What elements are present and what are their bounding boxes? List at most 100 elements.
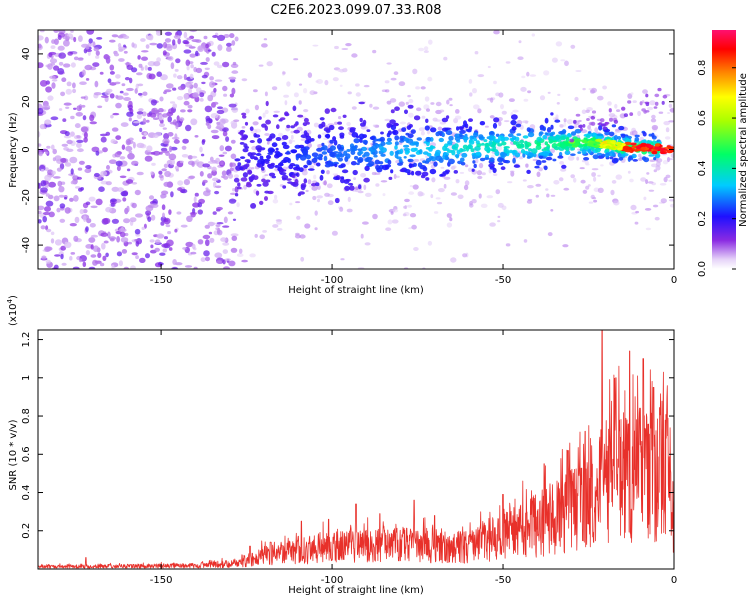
spectrogram-cell (168, 145, 173, 153)
spectrogram-cell (85, 78, 90, 81)
spectrogram-cell (309, 90, 316, 96)
spectrogram-cell (624, 141, 632, 145)
spectrogram-cell (146, 119, 150, 123)
spectrogram-cell (318, 157, 323, 161)
spectrogram-cell (535, 194, 539, 198)
spectrogram-cell (527, 90, 532, 94)
spectrogram-cell (90, 205, 98, 209)
spectrogram-cell (462, 253, 468, 258)
spectrogram-cell (416, 137, 422, 141)
spectrogram-cell (410, 147, 417, 152)
spectrogram-cell (202, 179, 208, 184)
spectrogram-cell (354, 187, 359, 190)
spectrogram-cell (282, 185, 287, 189)
spectrogram-cell (500, 104, 504, 110)
spectrogram-cell (144, 155, 153, 162)
spectrogram-cell (209, 237, 215, 243)
spectrogram-y-tick-label: 20 (21, 95, 32, 108)
spectrogram-cell (398, 81, 406, 87)
spectrogram-cell (263, 38, 268, 41)
spectrogram-cell (526, 169, 531, 174)
spectrogram-cell (441, 132, 445, 138)
spectrogram-cell (564, 150, 571, 155)
spectrogram-cell (575, 113, 581, 117)
spectrogram-cell (314, 227, 318, 231)
spectrogram-cell (305, 154, 312, 160)
spectrogram-cell (585, 163, 590, 166)
spectrogram-cell (497, 202, 504, 208)
spectrogram-cell (278, 132, 283, 137)
spectrogram-cell (360, 233, 364, 239)
spectrogram-cell (560, 168, 567, 172)
spectrogram-cell (659, 183, 667, 186)
spectrogram-cell (454, 136, 461, 142)
spectrogram-cell (560, 59, 566, 62)
spectrogram-cell (221, 170, 227, 176)
spectrogram-cell (122, 197, 127, 202)
spectrogram-cell (72, 82, 76, 89)
spectrogram-cell (601, 123, 606, 127)
spectrogram-cell (567, 155, 575, 161)
spectrogram-cell (136, 113, 142, 120)
spectrogram-cell (459, 148, 464, 153)
spectrogram-cell (204, 105, 213, 113)
spectrogram-cell (50, 238, 55, 244)
spectrogram-cell (267, 163, 272, 168)
spectrogram-cell (222, 61, 230, 68)
spectrogram-cell (79, 258, 83, 263)
spectrogram-cell (95, 50, 100, 56)
spectrogram-cell (154, 110, 160, 115)
spectrogram-cell (558, 177, 564, 182)
spectrogram-cell (160, 74, 168, 81)
spectrogram-cell (336, 144, 342, 150)
spectrogram-cell (187, 109, 193, 113)
spectrogram-cell (150, 99, 157, 106)
spectrogram-cell (58, 52, 66, 59)
spectrogram-cell (473, 104, 480, 110)
spectrogram-cell (312, 195, 317, 201)
spectrogram-cell (372, 124, 377, 127)
spectrogram-cell (362, 221, 369, 225)
spectrogram-cell (85, 49, 93, 52)
spectrogram-cell (422, 166, 428, 172)
spectrogram-cell (145, 205, 154, 212)
spectrogram-cell (75, 112, 84, 117)
spectrogram-cell (654, 101, 659, 106)
spectrogram-cell (185, 59, 191, 67)
spectrogram-cell (134, 239, 138, 242)
spectrogram-cell (222, 225, 230, 228)
spectrogram-cell (111, 218, 119, 224)
snr-series-line (38, 330, 674, 569)
spectrogram-cell (473, 138, 478, 142)
snr-y-tick-label: 0.8 (21, 408, 32, 424)
spectrogram-cell (641, 108, 646, 112)
spectrogram-cell (274, 165, 280, 168)
spectrogram-cell (364, 242, 371, 246)
spectrogram-cell (455, 155, 459, 159)
spectrogram-cell (456, 126, 460, 131)
spectrogram-cell (324, 192, 330, 197)
spectrogram-cell (160, 195, 165, 199)
spectrogram-cell (188, 87, 192, 94)
spectrogram-cell (271, 142, 278, 148)
spectrogram-cell (578, 124, 583, 128)
spectrogram-cell (60, 253, 64, 260)
spectrogram-cell (95, 198, 103, 206)
spectrogram-cell (668, 103, 673, 108)
spectrogram-cell (76, 176, 82, 180)
spectrogram-cell (573, 119, 577, 124)
spectrogram-cell (654, 143, 661, 147)
spectrogram-cell (527, 185, 534, 189)
spectrogram-cell (364, 126, 369, 130)
spectrogram-cell (349, 127, 356, 131)
spectrogram-cell (450, 257, 457, 263)
spectrogram-cell (228, 198, 237, 204)
spectrogram-cell (134, 228, 141, 235)
spectrogram-cell (183, 41, 190, 45)
spectrogram-cell (264, 196, 268, 201)
spectrogram-cell (298, 83, 303, 86)
spectrogram-cell (516, 133, 522, 136)
spectrogram-cell (203, 250, 210, 257)
spectrogram-cell (163, 133, 170, 140)
spectrogram-cell (70, 180, 75, 185)
